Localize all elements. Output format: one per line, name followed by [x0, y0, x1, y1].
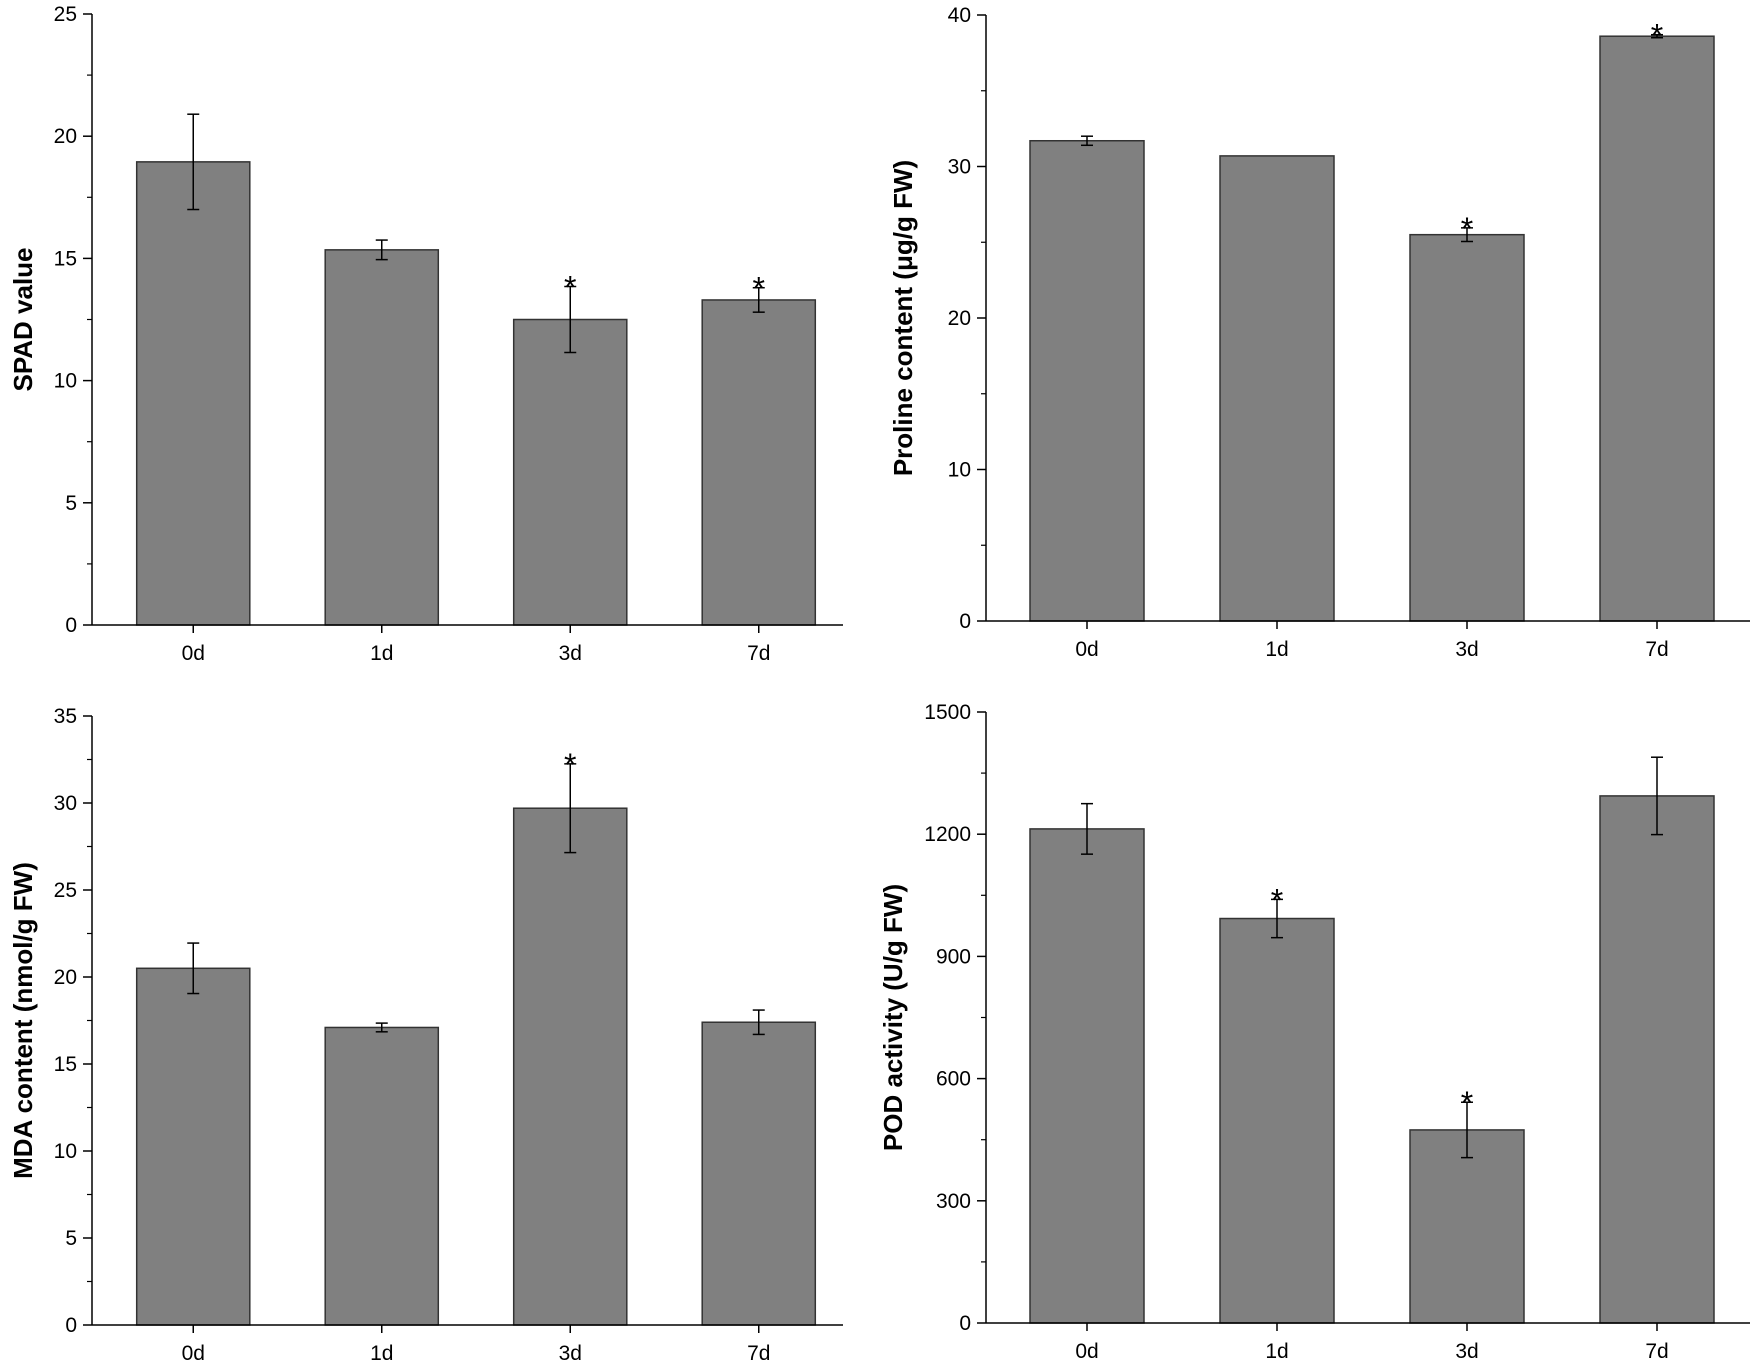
- bar-7d: [1599, 795, 1715, 1324]
- x-tick-label-0d: 0d: [1075, 638, 1098, 661]
- y-tick-label-5: 5: [65, 492, 77, 515]
- y-axis-title: POD activity (U/g FW): [878, 884, 908, 1151]
- y-tick-label-300: 300: [936, 1190, 971, 1213]
- bar-7d: [701, 1021, 817, 1326]
- y-tick-label-40: 40: [948, 4, 971, 27]
- y-tick-label-25: 25: [54, 879, 77, 902]
- y-tick-label-0: 0: [65, 1314, 77, 1337]
- y-tick-label-1500: 1500: [924, 701, 971, 724]
- bar-0d: [135, 161, 251, 626]
- bar-7d: [1599, 35, 1715, 622]
- x-tick-label-3d: 3d: [1455, 638, 1478, 661]
- x-tick-label-3d: 3d: [559, 1342, 582, 1365]
- x-tick-label-0d: 0d: [1075, 1340, 1098, 1363]
- bar-3d: [1409, 233, 1525, 622]
- bar-1d: [1219, 155, 1335, 622]
- significance-marker-1d: *: [1271, 882, 1283, 918]
- y-tick-label-20: 20: [54, 966, 77, 989]
- y-axis-title: Proline content (μg/g FW): [888, 160, 918, 476]
- chart-panel-bottom-right: 0d * 1d * 3d 7d 0 300 600 900 1200 1500 POD activity…: [878, 701, 1750, 1363]
- y-tick-label-10: 10: [54, 370, 77, 393]
- significance-marker-3d: *: [564, 270, 576, 306]
- x-tick-label-1d: 1d: [370, 1342, 393, 1365]
- significance-marker-3d: *: [1461, 1085, 1473, 1121]
- x-tick-label-3d: 3d: [1455, 1340, 1478, 1363]
- y-tick-label-20: 20: [948, 307, 971, 330]
- x-tick-label-0d: 0d: [182, 1342, 205, 1365]
- x-tick-label-1d: 1d: [1265, 638, 1288, 661]
- chart-panel-top-right: 0d 1d * 3d * 7d 0 10 20 30 40 Proline content (μg/g…: [888, 4, 1750, 661]
- significance-marker-7d: *: [1651, 18, 1663, 54]
- bar-1d: [1219, 917, 1335, 1324]
- significance-marker-3d: *: [1461, 211, 1473, 247]
- significance-marker-7d: *: [753, 271, 765, 307]
- bar-0d: [1029, 139, 1145, 622]
- x-tick-label-7d: 7d: [747, 1342, 770, 1365]
- x-tick-label-0d: 0d: [182, 642, 205, 665]
- y-tick-label-0: 0: [65, 614, 77, 637]
- x-tick-label-7d: 7d: [1645, 638, 1668, 661]
- y-tick-label-600: 600: [936, 1068, 971, 1091]
- bar-3d: [512, 318, 628, 626]
- y-tick-label-15: 15: [54, 1053, 77, 1076]
- y-axis-title: MDA content (nmol/g FW): [8, 862, 38, 1179]
- y-tick-label-20: 20: [54, 125, 77, 148]
- y-tick-label-35: 35: [54, 705, 77, 728]
- chart-panel-bottom-left: 0d 1d * 3d 7d 0 5 10 15 20 25 30 35 MDA content (nmol…: [8, 705, 843, 1365]
- x-tick-label-7d: 7d: [1645, 1340, 1668, 1363]
- y-tick-label-10: 10: [948, 459, 971, 482]
- y-tick-label-10: 10: [54, 1140, 77, 1163]
- y-tick-label-15: 15: [54, 247, 77, 270]
- bar-7d: [701, 299, 817, 626]
- y-tick-label-900: 900: [936, 945, 971, 968]
- y-tick-label-1200: 1200: [924, 823, 971, 846]
- x-tick-label-1d: 1d: [370, 642, 393, 665]
- bar-3d: [512, 807, 628, 1326]
- y-axis-title: SPAD value: [8, 247, 38, 391]
- y-tick-label-30: 30: [54, 792, 77, 815]
- bar-3d: [1409, 1129, 1525, 1324]
- x-tick-label-7d: 7d: [747, 642, 770, 665]
- y-tick-label-5: 5: [65, 1227, 77, 1250]
- significance-marker-3d: *: [564, 747, 576, 783]
- bar-0d: [1029, 828, 1145, 1324]
- bar-0d: [135, 967, 251, 1326]
- y-tick-label-0: 0: [959, 610, 971, 633]
- x-tick-label-3d: 3d: [559, 642, 582, 665]
- y-tick-label-0: 0: [959, 1312, 971, 1335]
- y-tick-label-25: 25: [54, 3, 77, 26]
- chart-panel-top-left: 0d 1d * 3d * 7d 0 5 10 15 20 25 SPAD value: [8, 3, 843, 665]
- x-tick-label-1d: 1d: [1265, 1340, 1288, 1363]
- bar-1d: [324, 1026, 440, 1326]
- y-tick-label-30: 30: [948, 156, 971, 179]
- bar-1d: [324, 249, 440, 626]
